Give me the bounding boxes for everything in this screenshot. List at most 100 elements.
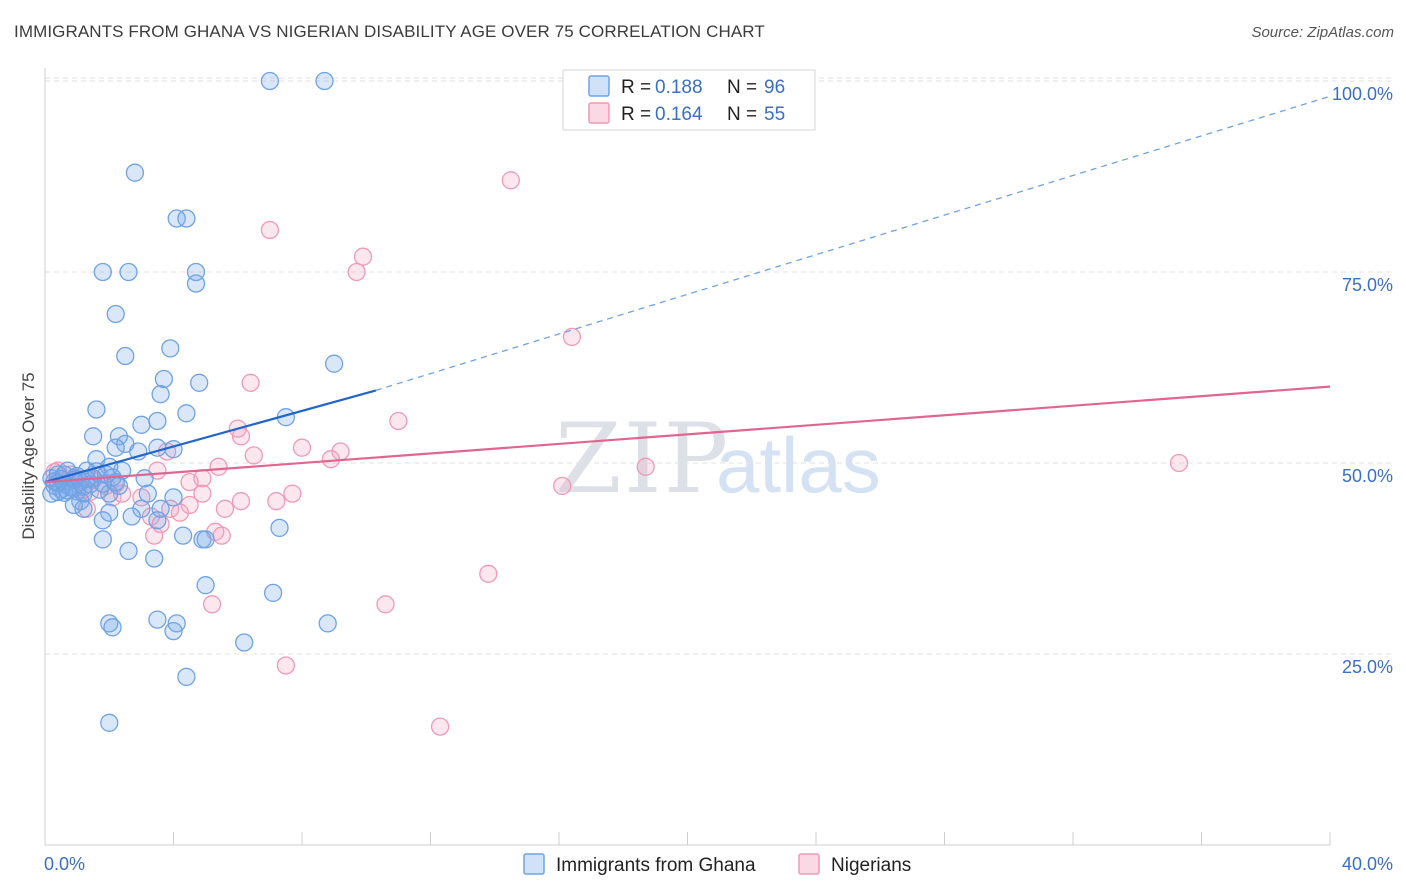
y-axis-label: Disability Age Over 75 <box>19 372 38 539</box>
nigerians-point <box>209 457 228 476</box>
trend-lines <box>44 95 1331 484</box>
ghana-point <box>93 474 112 493</box>
ghana-point <box>100 503 119 522</box>
ghana-point <box>173 526 193 545</box>
watermark: ZIP atlas <box>555 403 881 515</box>
ghana-point <box>186 274 206 293</box>
ghana-point <box>151 385 170 404</box>
grid-lines <box>45 77 1395 655</box>
ghana-point <box>145 549 164 568</box>
y-tick-label: 100.0% <box>1332 84 1393 104</box>
ghana-point <box>154 369 174 389</box>
legend-r-value-nigerians: 0.164 <box>655 104 703 125</box>
ghana-point <box>161 339 180 358</box>
ghana-point <box>93 530 112 549</box>
ghana-point <box>263 583 283 603</box>
ghana-point <box>151 499 170 518</box>
ghana-point <box>135 469 154 488</box>
ghana-point <box>119 541 138 561</box>
nigerians-point <box>161 499 180 518</box>
ghana-point <box>132 415 151 434</box>
ghana-point <box>138 484 157 503</box>
trend-line-ghana-extended <box>375 95 1331 392</box>
bottom-legend-label-ghana: Immigrants from Ghana <box>556 855 756 876</box>
source-label: Source: ZipAtlas.com <box>1251 24 1394 41</box>
nigerians-point <box>292 438 312 457</box>
ghana-point <box>148 411 167 431</box>
ghana-point <box>270 518 289 538</box>
ghana-point <box>315 71 334 91</box>
legend-r-label-nigerians: R = <box>621 104 651 125</box>
ghana-point <box>74 499 93 518</box>
nigerians-point <box>430 717 450 736</box>
nigerians-point <box>353 247 373 266</box>
ghana-point <box>84 427 103 446</box>
legend-n-label-nigerians: N = <box>727 104 757 125</box>
ghana-point <box>324 354 344 373</box>
ghana-point <box>119 262 138 282</box>
ghana-point <box>55 483 74 502</box>
ghana-point <box>148 610 167 629</box>
bottom-legend: Immigrants from Ghana Nigerians <box>523 853 911 876</box>
nigerians-point <box>193 484 212 503</box>
nigerians-point <box>267 492 286 511</box>
nigerians-point <box>347 262 366 282</box>
nigerians-point <box>479 564 498 583</box>
nigerians-point <box>180 495 199 515</box>
x-tick-label-min: 0.0% <box>44 854 85 874</box>
nigerians-point <box>562 327 582 347</box>
x-tick-label-max: 40.0% <box>1342 854 1393 874</box>
series-ghana-points <box>42 71 344 732</box>
y-axis-tick-labels: 25.0% 50.0% 75.0% 100.0% <box>1332 84 1393 677</box>
ghana-point <box>100 713 119 732</box>
ghana-point <box>196 576 215 595</box>
legend-n-value-nigerians: 55 <box>764 104 785 125</box>
trend-line-nigerians <box>44 385 1331 484</box>
ghana-point <box>318 614 337 633</box>
ghana-point <box>177 404 196 423</box>
nigerians-point <box>376 595 395 614</box>
legend-swatch-nigerians <box>588 102 610 124</box>
trend-line-ghana <box>44 389 377 484</box>
ghana-point <box>87 400 106 419</box>
ghana-point <box>148 511 167 530</box>
x-axis-ticks <box>44 832 1331 845</box>
ghana-point <box>125 163 145 182</box>
nigerians-point <box>501 171 520 190</box>
ghana-point <box>167 614 186 633</box>
ghana-point <box>116 346 135 366</box>
nigerians-point <box>276 656 296 675</box>
y-tick-label: 50.0% <box>1342 466 1393 486</box>
chart-title: IMMIGRANTS FROM GHANA VS NIGERIAN DISABI… <box>14 22 765 41</box>
nigerians-point <box>553 476 572 496</box>
nigerians-point <box>212 526 231 545</box>
y-tick-label: 75.0% <box>1342 275 1393 295</box>
ghana-point <box>177 667 196 687</box>
nigerians-point <box>202 595 222 614</box>
ghana-point <box>167 209 186 228</box>
nigerians-point <box>180 472 199 492</box>
nigerians-point <box>389 411 408 431</box>
bottom-legend-swatch-ghana <box>523 853 545 875</box>
ghana-point <box>177 209 196 228</box>
nigerians-point <box>145 526 164 545</box>
nigerians-point <box>283 484 302 503</box>
legend-n-value-ghana: 96 <box>764 77 785 98</box>
ghana-point <box>106 438 125 457</box>
ghana-point <box>132 499 151 518</box>
nigerians-point <box>244 446 263 465</box>
nigerians-point <box>260 220 280 240</box>
y-tick-label: 25.0% <box>1342 657 1393 677</box>
bottom-legend-swatch-nigerians <box>798 853 820 875</box>
ghana-point <box>260 71 280 91</box>
ghana-point <box>106 304 125 324</box>
legend-r-value-ghana: 0.188 <box>655 77 703 98</box>
legend-r-label-ghana: R = <box>621 77 651 98</box>
nigerians-point <box>636 457 655 476</box>
ghana-point <box>93 262 112 282</box>
legend-swatch-ghana <box>588 75 610 97</box>
ghana-point <box>235 633 254 652</box>
nigerians-point <box>231 492 251 511</box>
ghana-point <box>164 488 183 507</box>
